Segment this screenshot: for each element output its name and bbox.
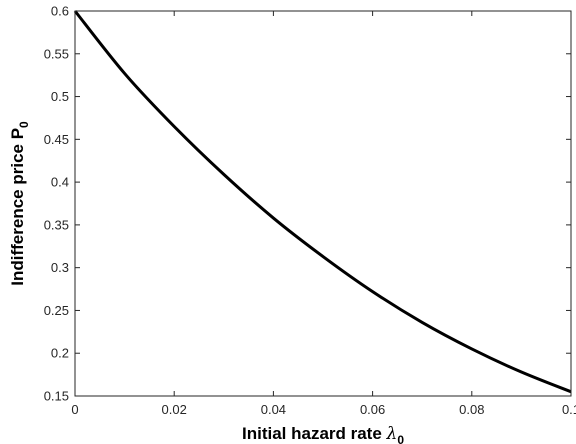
y-axis-label-subscript: 0 bbox=[17, 121, 31, 128]
x-tick-label: 0.04 bbox=[261, 402, 286, 417]
x-axis-ticks: 0 0.02 0.04 0.06 0.08 0.1 bbox=[71, 11, 576, 417]
x-axis-label-main: Initial hazard rate bbox=[242, 424, 387, 443]
x-tick-label: 0.02 bbox=[162, 402, 187, 417]
y-tick-label: 0.4 bbox=[51, 175, 69, 190]
x-axis-label: Initial hazard rate λ0 bbox=[242, 424, 404, 444]
y-tick-label: 0.15 bbox=[44, 389, 69, 404]
x-tick-label: 0.08 bbox=[459, 402, 484, 417]
y-tick-label: 0.25 bbox=[44, 303, 69, 318]
x-axis-label-symbol: λ bbox=[386, 424, 398, 444]
y-axis-label-main: Indifference price P bbox=[8, 128, 27, 286]
y-tick-label: 0.5 bbox=[51, 89, 69, 104]
y-axis-label: Indifference price P0 bbox=[8, 121, 31, 286]
y-tick-label: 0.35 bbox=[44, 217, 69, 232]
x-axis-label-subscript: 0 bbox=[397, 433, 404, 444]
y-tick-label: 0.2 bbox=[51, 346, 69, 361]
x-tick-label: 0 bbox=[71, 402, 78, 417]
x-tick-label: 0.1 bbox=[562, 402, 576, 417]
x-tick-label: 0.06 bbox=[360, 402, 385, 417]
y-tick-label: 0.3 bbox=[51, 260, 69, 275]
y-tick-label: 0.55 bbox=[44, 46, 69, 61]
plot-frame bbox=[74, 10, 572, 397]
plot-area bbox=[75, 11, 571, 396]
series-line bbox=[73, 10, 572, 394]
y-axis-ticks: 0.15 0.2 0.25 0.3 0.35 0.4 0.45 0.5 0.55 0.6 bbox=[44, 4, 571, 404]
series-group bbox=[73, 10, 572, 394]
y-tick-label: 0.45 bbox=[44, 132, 69, 147]
y-tick-label: 0.6 bbox=[51, 4, 69, 19]
